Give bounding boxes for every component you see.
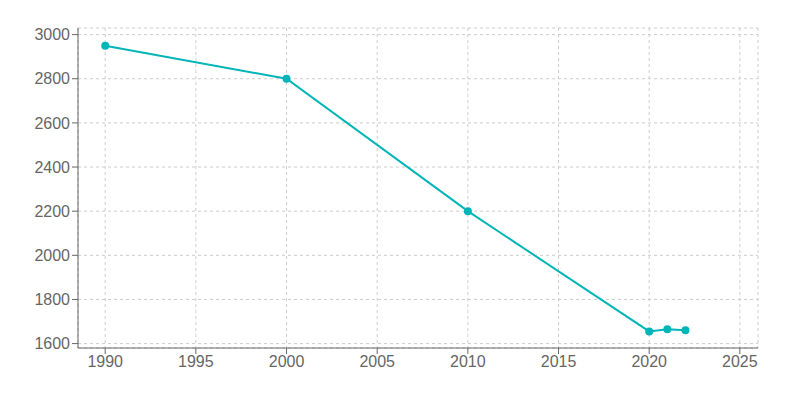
svg-text:2005: 2005 xyxy=(359,353,395,370)
svg-text:2800: 2800 xyxy=(34,70,70,87)
svg-text:1600: 1600 xyxy=(34,335,70,352)
svg-text:1995: 1995 xyxy=(178,353,214,370)
svg-text:2000: 2000 xyxy=(34,247,70,264)
svg-text:2000: 2000 xyxy=(269,353,305,370)
svg-text:1990: 1990 xyxy=(87,353,123,370)
svg-text:1800: 1800 xyxy=(34,291,70,308)
svg-text:2010: 2010 xyxy=(450,353,486,370)
svg-text:2025: 2025 xyxy=(722,353,758,370)
svg-text:3000: 3000 xyxy=(34,26,70,43)
svg-text:2200: 2200 xyxy=(34,203,70,220)
svg-text:2020: 2020 xyxy=(631,353,667,370)
svg-text:2600: 2600 xyxy=(34,115,70,132)
svg-text:2400: 2400 xyxy=(34,159,70,176)
svg-text:2015: 2015 xyxy=(541,353,577,370)
